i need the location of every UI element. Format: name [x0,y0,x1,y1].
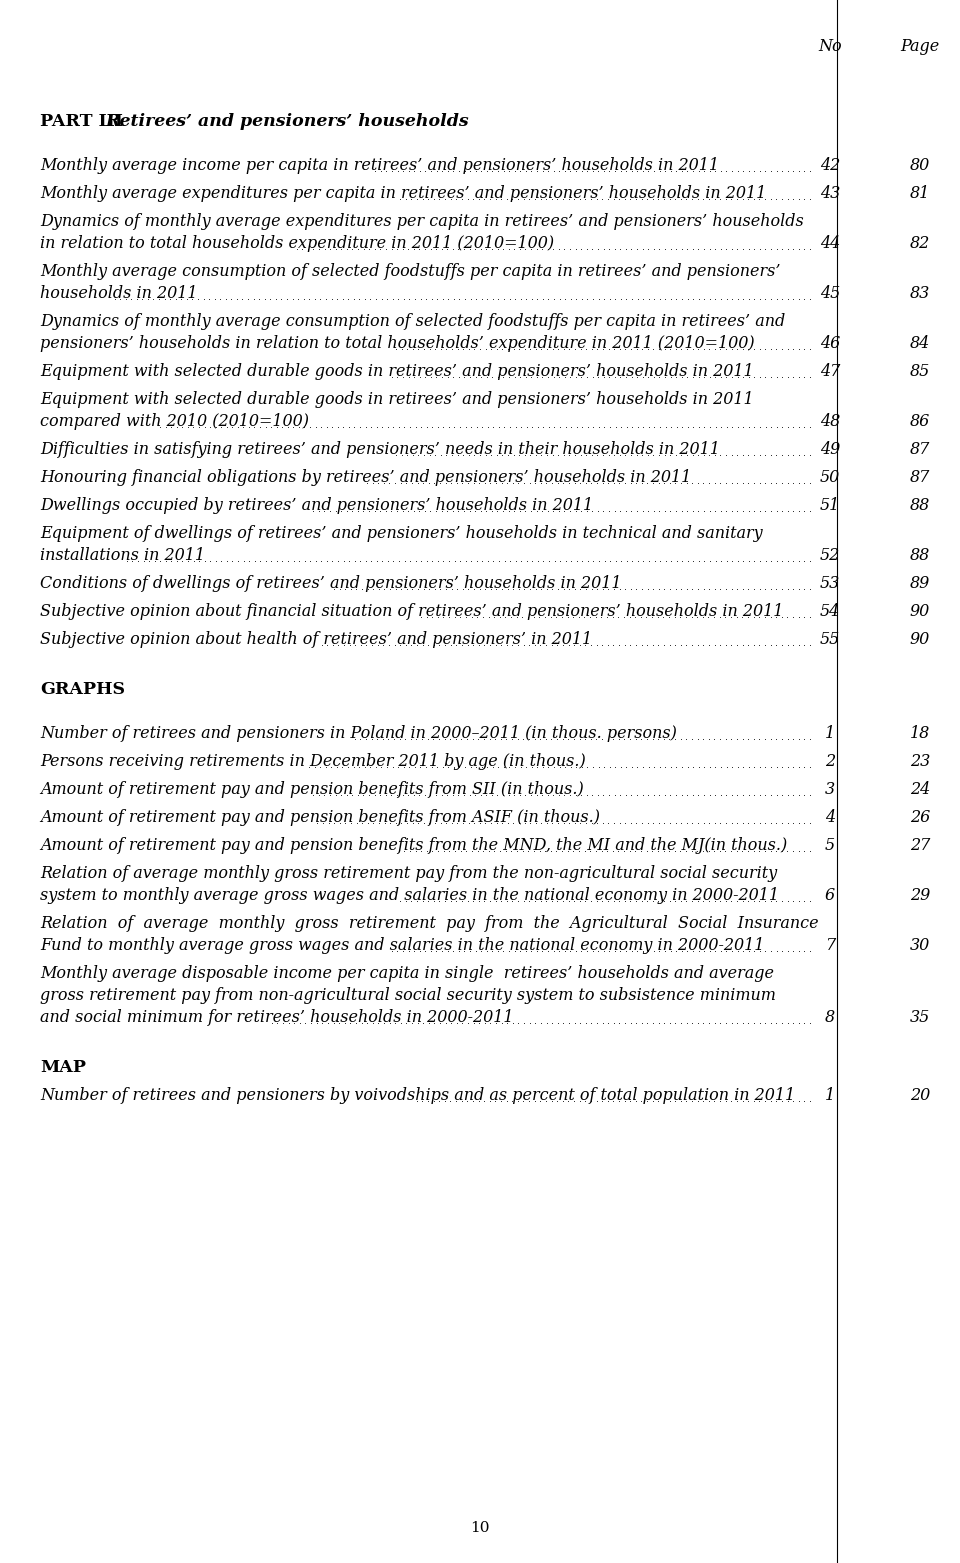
Text: No: No [818,38,842,55]
Text: 8: 8 [825,1010,835,1025]
Text: MAP: MAP [40,1060,85,1075]
Text: 44: 44 [820,234,840,252]
Text: Dynamics of monthly average expenditures per capita in retirees’ and pensioners’: Dynamics of monthly average expenditures… [40,213,804,230]
Text: pensioners’ households in relation to total households’ expenditure in 2011 (201: pensioners’ households in relation to to… [40,334,755,352]
Text: 55: 55 [820,631,840,649]
Text: 5: 5 [825,838,835,853]
Text: 54: 54 [820,603,840,621]
Text: 80: 80 [910,156,930,173]
Text: 49: 49 [820,441,840,458]
Text: in relation to total households expenditure in 2011 (2010=100): in relation to total households expendit… [40,234,554,252]
Text: 90: 90 [910,603,930,621]
Text: Dwellings occupied by retirees’ and pensioners’ households in 2011: Dwellings occupied by retirees’ and pens… [40,497,593,514]
Text: 30: 30 [910,936,930,953]
Text: 88: 88 [910,497,930,514]
Text: and social minimum for retirees’ households in 2000-2011: and social minimum for retirees’ househo… [40,1010,514,1025]
Text: Amount of retirement pay and pension benefits from ASIF (in thous.): Amount of retirement pay and pension ben… [40,810,600,825]
Text: 7: 7 [825,936,835,953]
Text: 43: 43 [820,184,840,202]
Text: Dynamics of monthly average consumption of selected foodstuffs per capita in ret: Dynamics of monthly average consumption … [40,313,785,330]
Text: Fund to monthly average gross wages and salaries in the national economy in 2000: Fund to monthly average gross wages and … [40,936,764,953]
Text: 50: 50 [820,469,840,486]
Text: 18: 18 [910,725,930,742]
Text: Number of retirees and pensioners by voivodships and as percent of total populat: Number of retirees and pensioners by voi… [40,1086,795,1103]
Text: 53: 53 [820,575,840,592]
Text: 4: 4 [825,810,835,825]
Text: 88: 88 [910,547,930,564]
Text: households in 2011: households in 2011 [40,284,198,302]
Text: 20: 20 [910,1086,930,1103]
Text: Amount of retirement pay and pension benefits from SII (in thous.): Amount of retirement pay and pension ben… [40,782,584,799]
Text: 86: 86 [910,413,930,430]
Text: Persons receiving retirements in December 2011 by age (in thous.): Persons receiving retirements in Decembe… [40,753,586,771]
Text: 10: 10 [470,1521,490,1535]
Text: 83: 83 [910,284,930,302]
Text: Amount of retirement pay and pension benefits from the MND, the MI and the MJ(in: Amount of retirement pay and pension ben… [40,838,787,853]
Text: Relation  of  average  monthly  gross  retirement  pay  from  the  Agricultural : Relation of average monthly gross retire… [40,914,819,932]
Text: Monthly average consumption of selected foodstuffs per capita in retirees’ and p: Monthly average consumption of selected … [40,263,780,280]
Text: 23: 23 [910,753,930,771]
Text: Relation of average monthly gross retirement pay from the non-agricultural socia: Relation of average monthly gross retire… [40,864,778,882]
Text: 84: 84 [910,334,930,352]
Text: Monthly average disposable income per capita in single  retirees’ households and: Monthly average disposable income per ca… [40,964,774,982]
Text: 48: 48 [820,413,840,430]
Text: 52: 52 [820,547,840,564]
Text: 42: 42 [820,156,840,173]
Text: 47: 47 [820,363,840,380]
Text: 29: 29 [910,886,930,903]
Text: Subjective opinion about health of retirees’ and pensioners’ in 2011: Subjective opinion about health of retir… [40,631,592,649]
Text: 26: 26 [910,810,930,825]
Text: Monthly average income per capita in retirees’ and pensioners’ households in 201: Monthly average income per capita in ret… [40,156,719,173]
Text: Equipment of dwellings of retirees’ and pensioners’ households in technical and : Equipment of dwellings of retirees’ and … [40,525,762,542]
Text: 81: 81 [910,184,930,202]
Text: 89: 89 [910,575,930,592]
Text: gross retirement pay from non-agricultural social security system to subsistence: gross retirement pay from non-agricultur… [40,986,776,1003]
Text: Page: Page [900,38,940,55]
Text: installations in 2011: installations in 2011 [40,547,205,564]
Text: 85: 85 [910,363,930,380]
Text: PART III: PART III [40,113,129,130]
Text: Equipment with selected durable goods in retirees’ and pensioners’ households in: Equipment with selected durable goods in… [40,391,754,408]
Text: 1: 1 [825,1086,835,1103]
Text: compared with 2010 (2010=100): compared with 2010 (2010=100) [40,413,309,430]
Text: 3: 3 [825,782,835,799]
Text: Honouring financial obligations by retirees’ and pensioners’ households in 2011: Honouring financial obligations by retir… [40,469,691,486]
Text: system to monthly average gross wages and salaries in the national economy in 20: system to monthly average gross wages an… [40,886,779,903]
Text: 24: 24 [910,782,930,799]
Text: 27: 27 [910,838,930,853]
Text: GRAPHS: GRAPHS [40,681,125,699]
Text: Retirees’ and pensioners’ households: Retirees’ and pensioners’ households [106,113,469,130]
Text: 87: 87 [910,441,930,458]
Text: 46: 46 [820,334,840,352]
Text: Number of retirees and pensioners in Poland in 2000–2011 (in thous. persons): Number of retirees and pensioners in Pol… [40,725,677,742]
Text: Conditions of dwellings of retirees’ and pensioners’ households in 2011: Conditions of dwellings of retirees’ and… [40,575,621,592]
Text: Monthly average expenditures per capita in retirees’ and pensioners’ households : Monthly average expenditures per capita … [40,184,766,202]
Text: 35: 35 [910,1010,930,1025]
Text: 1: 1 [825,725,835,742]
Text: 6: 6 [825,886,835,903]
Text: Equipment with selected durable goods in retirees’ and pensioners’ households in: Equipment with selected durable goods in… [40,363,754,380]
Text: 87: 87 [910,469,930,486]
Text: 51: 51 [820,497,840,514]
Text: Subjective opinion about financial situation of retirees’ and pensioners’ househ: Subjective opinion about financial situa… [40,603,783,621]
Text: 45: 45 [820,284,840,302]
Text: 2: 2 [825,753,835,771]
Text: Difficulties in satisfying retirees’ and pensioners’ needs in their households i: Difficulties in satisfying retirees’ and… [40,441,720,458]
Text: 90: 90 [910,631,930,649]
Text: 82: 82 [910,234,930,252]
